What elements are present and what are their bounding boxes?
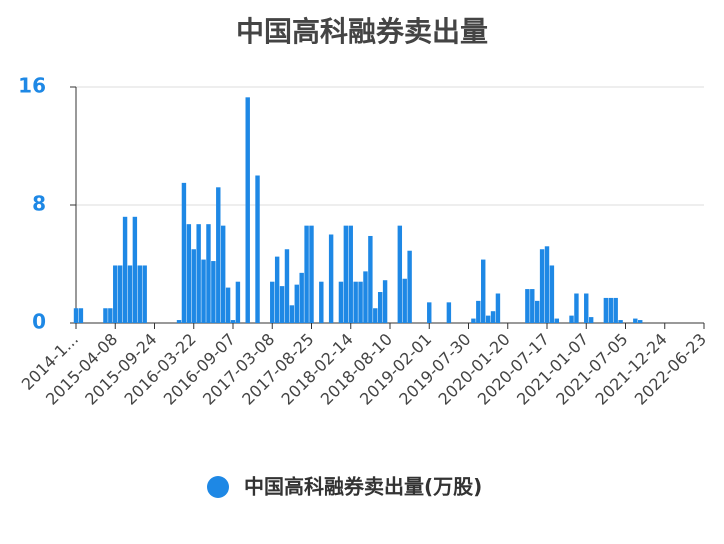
bar [338,281,344,323]
bar [191,249,196,323]
bar [255,175,260,323]
bar [211,261,216,323]
bar [471,318,476,323]
bar [525,289,530,323]
bar [633,318,638,323]
bar [407,250,412,323]
bar [230,320,236,323]
y-tick-label: 0 [32,310,46,334]
bar [176,320,182,323]
bar [603,297,609,323]
bar [270,281,275,323]
bar [368,235,373,323]
bar [186,224,192,323]
bar [574,293,579,323]
bar [225,287,231,323]
bar [618,320,623,323]
bar [446,302,452,323]
bar [304,225,309,323]
y-tick-label: 8 [32,192,46,216]
legend-label: 中国高科融券卖出量(万股) [244,475,482,499]
bar [299,272,304,323]
bar [216,187,221,323]
bar [608,297,613,323]
bar [245,97,250,323]
bar [539,249,545,323]
bar [294,284,299,323]
bar [73,308,79,323]
bar [137,265,142,323]
bar [319,281,324,323]
bar [348,225,353,323]
bar [328,234,334,323]
bar [613,297,618,323]
bar [530,289,535,323]
bar [117,265,123,323]
bar [235,281,241,323]
bar [103,308,108,323]
bar [549,265,555,323]
bar [584,293,589,323]
bar [122,216,128,323]
bar [289,305,295,323]
bar [206,224,211,323]
bar [78,308,84,323]
bar [284,249,290,323]
bar [544,246,550,323]
bar [132,216,138,323]
bar [397,225,403,323]
bar [220,225,226,323]
bar [353,281,358,323]
bar [201,259,206,323]
bar [490,311,496,323]
bar [588,317,594,323]
bar [343,225,349,323]
bar [309,225,314,323]
bar [142,265,147,323]
bar [108,308,113,323]
chart-title: 中国高科融券卖出量 [236,15,488,48]
bar [113,265,118,323]
bar [481,259,486,323]
bar [358,281,363,323]
bar [495,293,501,323]
y-tick-label: 16 [18,74,46,98]
bar [127,265,133,323]
bar [382,280,388,323]
bar [427,302,432,323]
bar [554,318,560,323]
bar [638,320,643,323]
bar [569,315,574,323]
bar [377,292,383,323]
bar [279,286,285,323]
bar [534,300,540,323]
bar [196,224,201,323]
legend-marker [207,476,229,498]
bar [476,300,481,323]
bar [363,271,368,323]
bar [181,182,187,323]
bar [274,256,280,323]
bar [373,308,378,323]
bar [485,315,491,323]
bar [402,278,407,323]
